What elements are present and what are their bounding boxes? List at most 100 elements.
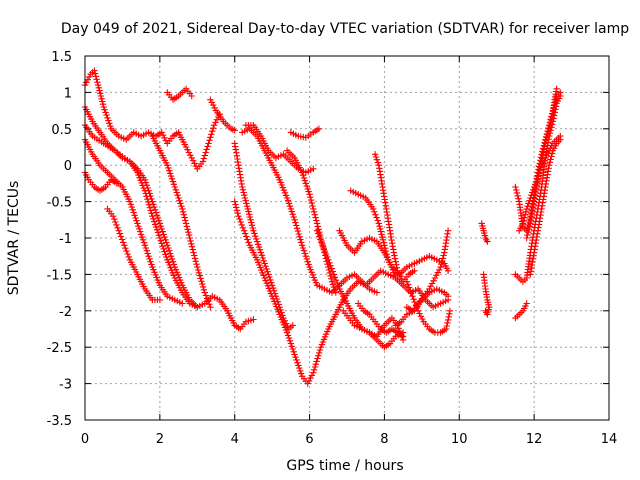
data-point xyxy=(301,177,309,184)
data-point xyxy=(175,194,182,202)
data-point xyxy=(173,189,180,196)
data-point xyxy=(126,198,134,205)
series-track-25 xyxy=(478,220,491,245)
data-point xyxy=(171,183,178,191)
data-point xyxy=(303,255,310,263)
data-point xyxy=(523,234,530,242)
data-point xyxy=(155,217,163,224)
data-point xyxy=(243,203,251,210)
data-point xyxy=(530,249,538,256)
data-point xyxy=(91,67,98,74)
data-point xyxy=(293,225,301,232)
data-point xyxy=(144,184,151,192)
data-point xyxy=(523,300,530,307)
data-point xyxy=(248,222,256,229)
data-point xyxy=(289,345,296,353)
data-point xyxy=(302,253,309,260)
data-point xyxy=(535,170,543,177)
data-point xyxy=(328,278,336,285)
data-point xyxy=(443,325,450,333)
data-point xyxy=(545,125,553,132)
data-point xyxy=(163,253,170,261)
data-point xyxy=(444,227,452,234)
data-point xyxy=(207,304,214,311)
data-point xyxy=(266,273,273,281)
data-point xyxy=(381,242,388,249)
data-point xyxy=(264,268,271,275)
data-point xyxy=(326,259,333,266)
data-point xyxy=(153,212,161,219)
data-point xyxy=(200,155,207,162)
x-tick-label: 4 xyxy=(231,432,239,447)
data-point xyxy=(195,269,203,276)
data-point xyxy=(188,154,195,162)
data-point xyxy=(320,245,327,252)
data-point xyxy=(268,279,275,286)
data-point xyxy=(390,269,397,276)
data-point xyxy=(259,254,266,262)
data-point xyxy=(129,206,136,213)
data-point xyxy=(143,182,150,189)
data-point xyxy=(515,195,522,202)
data-point xyxy=(122,245,129,252)
data-point xyxy=(237,218,244,226)
data-point xyxy=(158,129,165,136)
data-point xyxy=(193,261,200,268)
data-point xyxy=(395,270,403,277)
data-point xyxy=(179,205,186,213)
data-point xyxy=(299,244,307,252)
data-point xyxy=(388,236,395,244)
data-point xyxy=(182,143,190,151)
data-point xyxy=(376,223,383,230)
data-point xyxy=(525,229,532,236)
data-point xyxy=(188,92,195,100)
data-point xyxy=(438,258,446,265)
data-point xyxy=(149,213,156,220)
data-point xyxy=(330,283,338,291)
data-point xyxy=(150,215,157,223)
data-point xyxy=(189,246,196,253)
data-point xyxy=(308,372,316,379)
data-point xyxy=(377,228,385,235)
data-point xyxy=(310,205,317,213)
data-point xyxy=(166,167,173,174)
data-point xyxy=(327,262,334,269)
data-point xyxy=(383,208,390,216)
data-point xyxy=(297,236,304,243)
data-point xyxy=(527,217,535,224)
data-point xyxy=(411,298,418,306)
series-track-10 xyxy=(231,198,452,387)
series-track-3 xyxy=(207,96,238,134)
data-point xyxy=(233,149,240,156)
data-point xyxy=(147,258,154,265)
data-point xyxy=(285,334,293,342)
data-point xyxy=(93,76,100,83)
data-point xyxy=(523,205,530,213)
data-point xyxy=(152,221,159,228)
data-point xyxy=(164,162,171,169)
data-point xyxy=(164,242,171,249)
y-tick-label: -1 xyxy=(59,232,72,247)
data-point xyxy=(305,377,313,385)
x-tick-label: 0 xyxy=(81,432,89,447)
data-point xyxy=(321,247,329,255)
data-point xyxy=(289,322,296,329)
data-point xyxy=(189,157,197,164)
data-point xyxy=(125,253,132,261)
data-point xyxy=(271,290,279,297)
data-point xyxy=(239,186,247,193)
series-track-22 xyxy=(403,278,454,336)
series-track-19 xyxy=(347,187,399,282)
data-point xyxy=(535,173,542,180)
data-point xyxy=(157,237,164,244)
series-track-2 xyxy=(164,85,195,103)
series-track-11 xyxy=(239,125,381,296)
data-point xyxy=(391,272,398,279)
data-point xyxy=(542,137,550,144)
data-point xyxy=(183,223,190,230)
y-tick-label: -3.5 xyxy=(47,414,72,429)
data-point xyxy=(179,208,187,215)
data-point xyxy=(208,131,215,138)
data-point xyxy=(382,245,389,252)
data-point xyxy=(372,153,380,161)
